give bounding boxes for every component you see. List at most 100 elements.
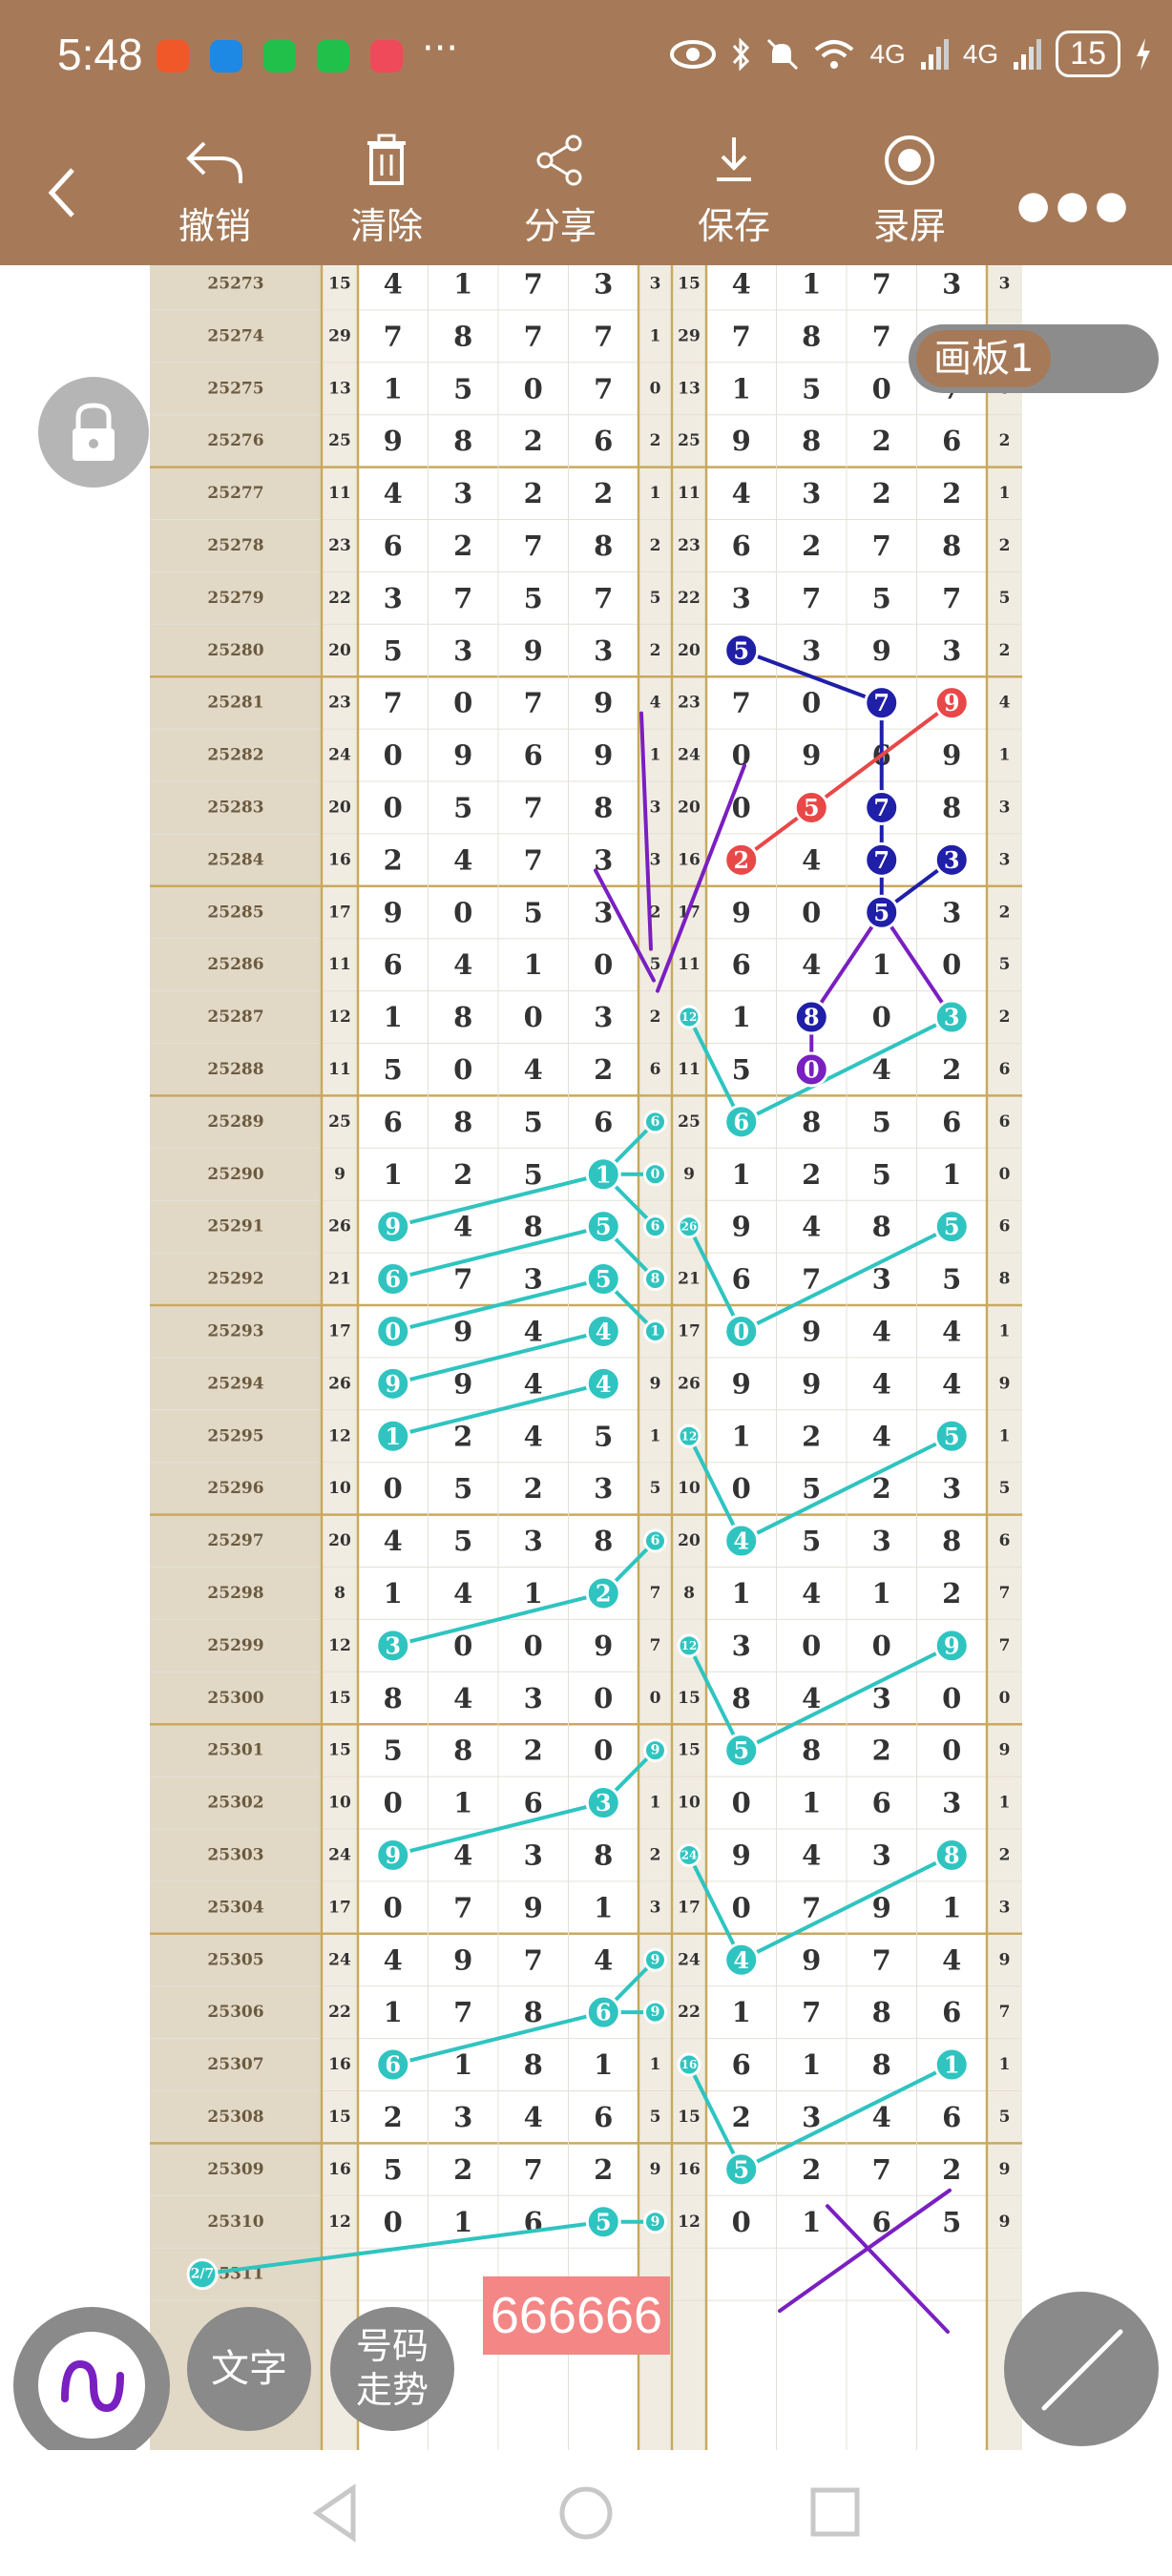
text-tool-button[interactable]: 文字 bbox=[187, 2307, 311, 2431]
row-issue-number: 25286 bbox=[207, 955, 263, 974]
mute-icon bbox=[767, 38, 799, 70]
digit-cell: 1 bbox=[453, 267, 472, 300]
digit-cell-repeat: 8 bbox=[942, 530, 961, 562]
digit-cell-repeat: 5 bbox=[942, 1211, 961, 1243]
digit-cell: 6 bbox=[524, 2206, 543, 2238]
undo-icon bbox=[186, 141, 242, 183]
wechat-icon bbox=[317, 40, 349, 73]
status-bar: 5:48 ··· 4G 4G 15 bbox=[0, 0, 1172, 114]
digit-cell: 6 bbox=[524, 739, 543, 772]
digit-cell-repeat: 0 bbox=[942, 948, 961, 981]
digit-cell-repeat: 7 bbox=[802, 582, 821, 614]
record-button[interactable]: 录屏 bbox=[838, 134, 981, 249]
lottery-trend-chart[interactable]: 2527315417331541733252742978771297877125… bbox=[150, 265, 1022, 2450]
row-sum-repeat: 24 bbox=[678, 1950, 701, 1969]
row-end-value: 1 bbox=[999, 1794, 1011, 1813]
digit-cell: 2 bbox=[594, 2153, 613, 2186]
row-sum-repeat: 23 bbox=[678, 536, 701, 555]
row-sum-repeat: 16 bbox=[678, 850, 701, 869]
back-arrow-icon[interactable] bbox=[44, 164, 82, 221]
digit-cell: 5 bbox=[594, 2206, 613, 2238]
digit-cell-repeat: 9 bbox=[802, 739, 821, 772]
nav-recents-icon[interactable] bbox=[809, 2486, 861, 2538]
row-issue-number: 25274 bbox=[207, 326, 263, 345]
digit-cell: 1 bbox=[384, 372, 403, 405]
digit-cell-repeat: 2 bbox=[802, 2153, 821, 2186]
lock-button[interactable] bbox=[38, 377, 149, 488]
row-sum-repeat: 20 bbox=[678, 641, 701, 660]
row-span: 3 bbox=[650, 274, 661, 293]
digit-cell: 5 bbox=[594, 1211, 613, 1243]
row-sum-repeat: 17 bbox=[678, 1321, 701, 1340]
message-icon bbox=[210, 40, 242, 73]
digit-cell-repeat: 0 bbox=[942, 1735, 961, 1767]
digit-cell: 7 bbox=[524, 530, 543, 562]
digit-cell: 3 bbox=[594, 1001, 613, 1033]
digit-cell: 3 bbox=[594, 267, 613, 300]
row-issue-number: 25273 bbox=[207, 274, 263, 293]
digit-cell-repeat: 7 bbox=[872, 320, 891, 352]
row-sum-repeat: 29 bbox=[678, 326, 701, 345]
digit-cell-repeat: 4 bbox=[872, 1367, 891, 1400]
row-span: 1 bbox=[650, 1426, 661, 1445]
row-span: 6 bbox=[650, 1112, 661, 1132]
digit-cell: 3 bbox=[453, 477, 472, 509]
row-issue-number: 25293 bbox=[207, 1321, 263, 1340]
row-end-value: 6 bbox=[999, 1531, 1011, 1550]
row-sum: 22 bbox=[328, 589, 351, 608]
clear-button[interactable]: 清除 bbox=[315, 134, 458, 249]
digit-cell: 1 bbox=[384, 1001, 403, 1033]
canvas-selector[interactable]: 画板1 bbox=[909, 324, 1159, 393]
row-end-value: 5 bbox=[999, 589, 1011, 608]
digit-cell-repeat: 2 bbox=[732, 843, 751, 876]
share-label: 分享 bbox=[523, 205, 596, 247]
row-sum-repeat: 11 bbox=[678, 484, 701, 503]
digit-cell-repeat: 0 bbox=[732, 1787, 751, 1819]
digit-cell: 8 bbox=[594, 1525, 613, 1557]
digit-cell-repeat: 0 bbox=[802, 687, 821, 719]
digit-cell: 6 bbox=[384, 1106, 403, 1138]
nav-back-icon[interactable] bbox=[309, 2483, 363, 2544]
digit-cell: 0 bbox=[384, 1891, 403, 1923]
row-span: 7 bbox=[650, 1584, 661, 1603]
brush-tool-button[interactable] bbox=[13, 2307, 170, 2463]
row-sum: 17 bbox=[328, 1321, 351, 1340]
digit-cell-repeat: 9 bbox=[732, 896, 751, 928]
digit-cell: 4 bbox=[453, 948, 472, 981]
undo-button[interactable]: 撤销 bbox=[143, 134, 286, 249]
row-span: 3 bbox=[650, 850, 661, 869]
more-menu-icon[interactable]: ●●● bbox=[1016, 183, 1134, 227]
digit-cell: 9 bbox=[453, 1315, 472, 1347]
row-sum: 23 bbox=[328, 694, 351, 713]
save-button[interactable]: 保存 bbox=[662, 134, 806, 249]
digit-cell: 5 bbox=[384, 1053, 403, 1086]
digit-cell: 4 bbox=[524, 1367, 543, 1400]
digit-cell-repeat: 1 bbox=[802, 2048, 821, 2081]
row-sum-repeat: 12 bbox=[678, 1426, 701, 1445]
digit-cell: 0 bbox=[453, 1053, 472, 1086]
row-issue-number: 25288 bbox=[207, 1060, 263, 1079]
trend-tool-button[interactable]: 号码 走势 bbox=[330, 2307, 454, 2431]
digit-cell: 3 bbox=[594, 843, 613, 876]
digit-cell-repeat: 9 bbox=[942, 1630, 961, 1662]
digit-cell: 1 bbox=[453, 1787, 472, 1819]
row-sum: 8 bbox=[334, 1584, 345, 1603]
digit-cell: 5 bbox=[524, 1106, 543, 1138]
line-tool-button[interactable] bbox=[1004, 2292, 1159, 2446]
eye-icon bbox=[670, 39, 717, 69]
digit-cell-repeat: 7 bbox=[942, 582, 961, 614]
nav-home-icon[interactable] bbox=[557, 2484, 615, 2542]
share-button[interactable]: 分享 bbox=[489, 134, 632, 249]
row-sum-repeat: 24 bbox=[678, 1845, 701, 1864]
row-span: 5 bbox=[650, 2108, 661, 2127]
row-span: 2 bbox=[650, 903, 661, 922]
digit-cell-repeat: 6 bbox=[732, 530, 751, 562]
row-sum: 9 bbox=[334, 1165, 345, 1184]
digit-cell-repeat: 2 bbox=[942, 1577, 961, 1610]
row-sum-repeat: 26 bbox=[678, 1217, 701, 1236]
digit-cell: 7 bbox=[524, 1943, 543, 1976]
row-sum: 17 bbox=[328, 1898, 351, 1917]
digit-cell: 5 bbox=[594, 1420, 613, 1452]
row-end-value: 1 bbox=[999, 484, 1011, 503]
digit-cell-repeat: 3 bbox=[942, 1472, 961, 1505]
